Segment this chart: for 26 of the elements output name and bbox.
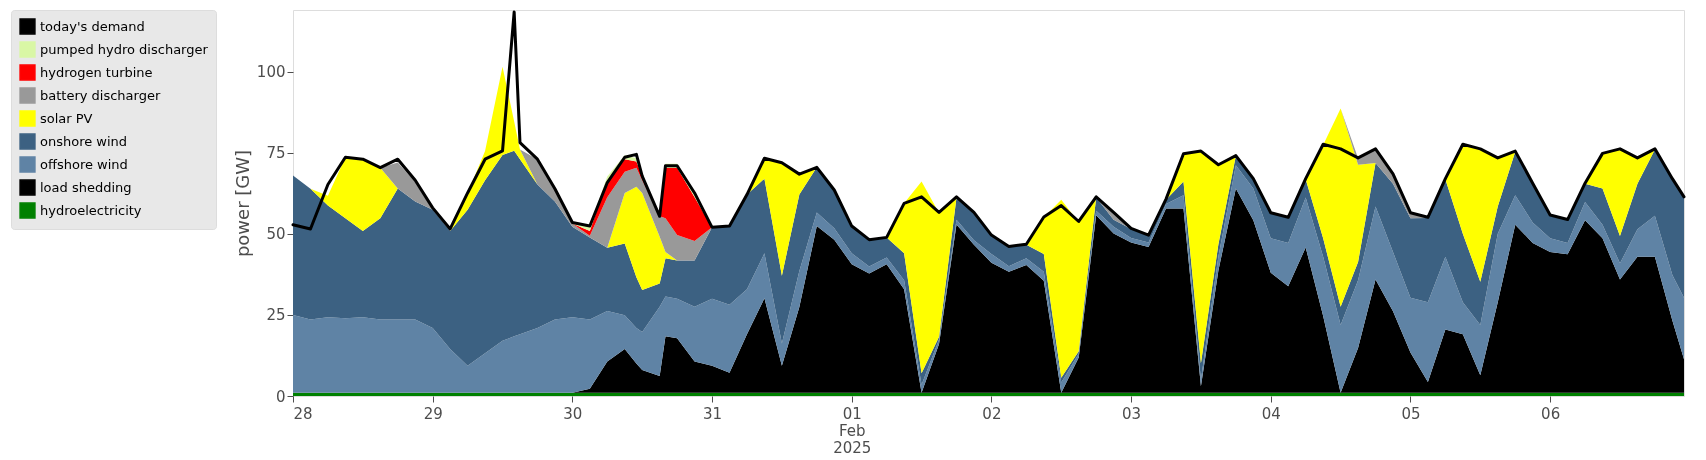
legend-label: load shedding: [40, 179, 132, 195]
x-tick-label: 03: [1122, 404, 1142, 423]
x-tick-label: 02: [982, 404, 1002, 423]
x-tick-label: 31: [703, 404, 723, 423]
legend-label: solar PV: [40, 110, 93, 126]
y-tick-label: 25: [266, 306, 286, 325]
y-tick-label: 100: [256, 63, 286, 82]
legend-label: onshore wind: [40, 133, 128, 149]
x-tick-label: 05: [1401, 404, 1421, 423]
line-series: [291, 10, 1686, 248]
y-tick-label: 50: [266, 225, 286, 244]
legend-label: hydroelectricity: [40, 202, 142, 218]
y-axis-title: power [GW]: [231, 149, 253, 258]
legend-label: pumped hydro discharger: [40, 41, 209, 57]
x-tick-label: 04: [1261, 404, 1281, 423]
x-tick-label: 28: [293, 404, 313, 423]
legend-label: offshore wind: [40, 156, 128, 172]
legend-label: hydrogen turbine: [40, 64, 153, 80]
y-tick-label: 0: [275, 387, 286, 406]
legend-label: battery discharger: [40, 87, 161, 103]
x-tick-label: 29: [423, 404, 443, 423]
x-tick-label: 06: [1541, 404, 1561, 423]
legend-label: today's demand: [40, 18, 145, 34]
x-tick-label: 30: [563, 404, 583, 423]
x-tick-label: 01 Feb 2025: [833, 404, 872, 457]
y-tick-label: 75: [266, 144, 286, 163]
